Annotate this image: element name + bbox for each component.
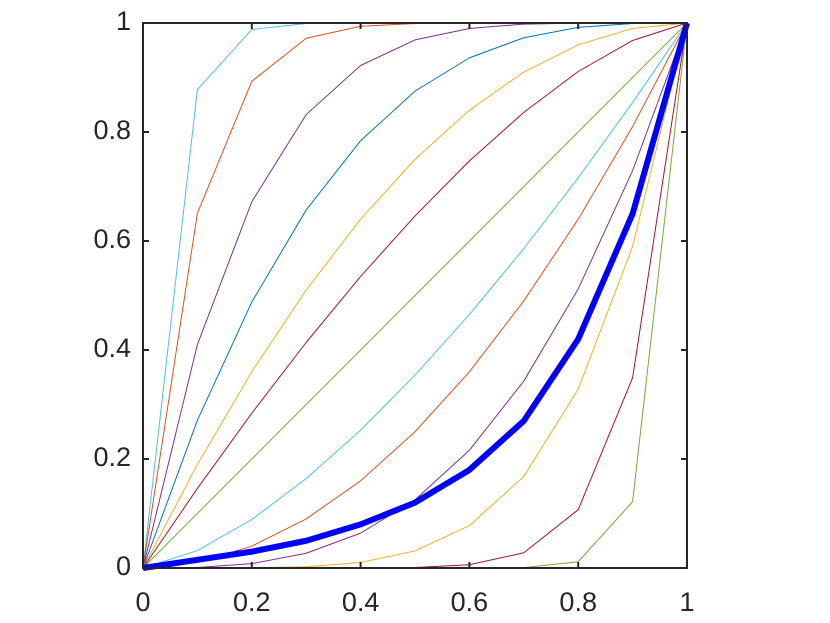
series-line [142, 22, 688, 569]
y-tick-label: 0.6 [93, 224, 131, 254]
x-tick-label: 0.6 [451, 587, 489, 617]
series-line [142, 22, 690, 571]
x-tick-label: 0.2 [233, 587, 271, 617]
series-line [142, 22, 688, 569]
y-tick-label: 0.2 [93, 442, 131, 472]
y-tick-label: 0 [116, 551, 131, 581]
x-tick-label: 0.8 [559, 587, 597, 617]
y-tick-label: 0.8 [93, 115, 131, 145]
series-line [142, 22, 688, 569]
y-tick-label: 0.4 [93, 333, 131, 363]
series-line [142, 22, 688, 569]
x-tick-label: 1 [679, 587, 694, 617]
x-tick-label: 0.4 [342, 587, 380, 617]
series-line [142, 22, 688, 569]
x-tick-label: 0 [135, 587, 150, 617]
axes-box [142, 22, 688, 569]
y-tick-label: 1 [116, 6, 131, 36]
